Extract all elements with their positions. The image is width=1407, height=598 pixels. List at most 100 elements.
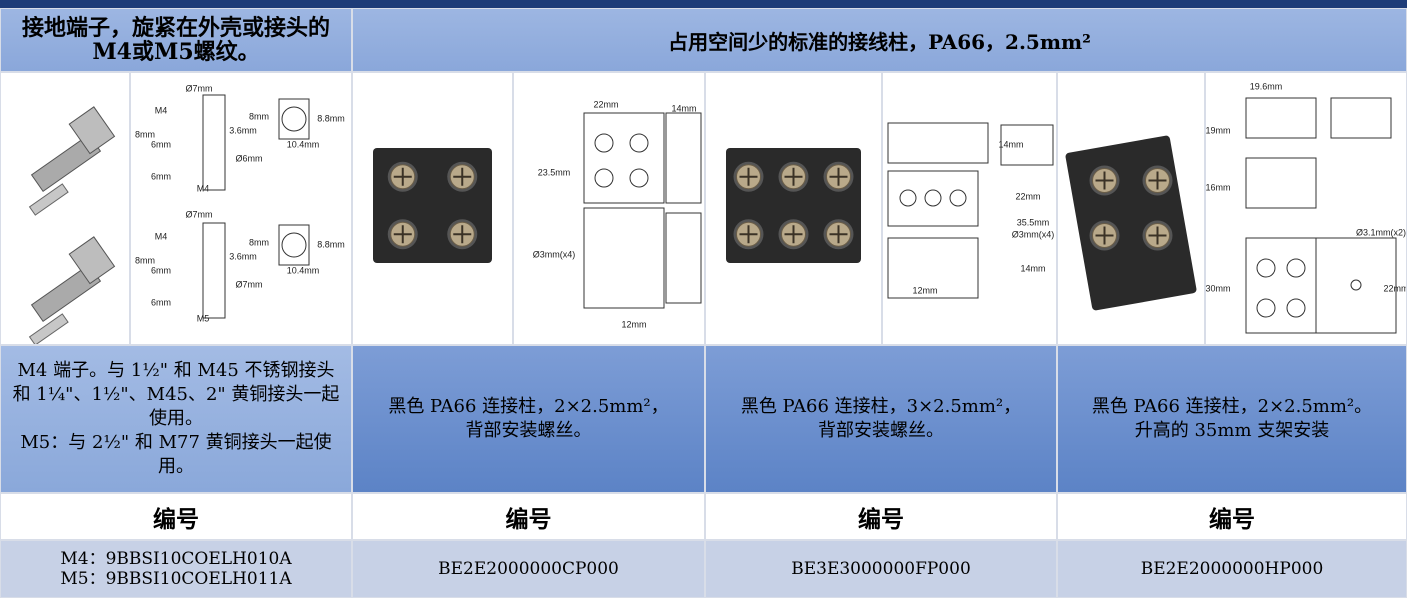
dimension-label: 35.5mm: [1017, 217, 1050, 227]
dimension-drawing: 22mm 14mm 23.5mm Ø3mm(x4) 12mm: [513, 72, 705, 345]
dimension-drawing: 14mm 22mm 35.5mm Ø3mm(x4) 14mm 12mm: [882, 72, 1057, 345]
shape: [629, 133, 649, 153]
description: 黑色 PA66 连接柱，3×2.5mm²， 背部安装螺丝。: [705, 345, 1057, 493]
shape: [887, 170, 979, 227]
shape: [1286, 298, 1306, 318]
dimension-label: 8mm: [135, 129, 155, 139]
dimension-label: 22mm: [1383, 283, 1406, 293]
shape: [68, 236, 116, 285]
shape: [887, 122, 989, 164]
dimension-label: M4: [197, 183, 210, 193]
dimension-label: M4: [155, 105, 168, 115]
header-left: 接地端子，旋紧在外壳或接头的M4或M5螺纹。: [21, 15, 330, 65]
dimension-label: 3.6mm: [229, 251, 257, 261]
dimension-label: 3.6mm: [229, 125, 257, 135]
shape: [278, 98, 310, 140]
description: 黑色 PA66 连接柱，2×2.5mm²。 升高的 35mm 支架安装: [1057, 345, 1407, 493]
dimension-label: 8.8mm: [317, 239, 345, 249]
code-heading: 编号: [505, 505, 552, 533]
dimension-label: 6mm: [151, 265, 171, 275]
part-number: BE3E3000000FP000: [791, 559, 971, 579]
dimension-label: 6mm: [151, 139, 171, 149]
shape: [629, 168, 649, 188]
code-heading: 编号: [352, 493, 705, 540]
shape: [68, 106, 116, 155]
description-text: 背部安装螺丝。: [818, 420, 944, 441]
shape: [887, 237, 979, 299]
dimension-label: 8mm: [249, 237, 269, 247]
product-photo: [352, 72, 513, 345]
dimension-label: 6mm: [151, 297, 171, 307]
drawing: 14mm 22mm 35.5mm Ø3mm(x4) 14mm 12mm: [887, 122, 1054, 299]
code-cell: M4：9BBSI10COELH010A M5：9BBSI10COELH011A: [0, 540, 352, 598]
shape: [28, 183, 69, 216]
shape: [1245, 237, 1317, 334]
code-heading: 编号: [0, 493, 352, 540]
shape: [1350, 279, 1362, 291]
dimension-label: 12mm: [912, 285, 937, 295]
description-text: 黑色 PA66 连接柱，2×2.5mm²，: [388, 396, 669, 417]
code-heading: 编号: [153, 505, 199, 533]
shape: [949, 189, 967, 207]
header-right: 占用空间少的标准的接线柱，PA66，2.5mm²: [352, 8, 1407, 72]
description-text: 黑色 PA66 连接柱，2×2.5mm²。: [1091, 396, 1373, 417]
dimension-label: Ø7mm: [186, 209, 213, 219]
dimension-label: 8mm: [249, 111, 269, 121]
shape: [373, 148, 492, 263]
shape: [1256, 258, 1276, 278]
shape: [28, 313, 69, 344]
dimension-label: Ø3.1mm(x2): [1356, 227, 1406, 237]
dimension-label: Ø7mm: [186, 83, 213, 93]
description-text: M5：与 2½" 和 M77 黄铜接头一起使用。: [20, 432, 332, 477]
header-left: 接地端子，旋紧在外壳或接头的M4或M5螺纹。: [0, 8, 352, 72]
dimension-label: 14mm: [671, 103, 696, 113]
photo: [726, 148, 861, 263]
code-cell: BE2E2000000CP000: [352, 540, 705, 598]
photo: [373, 148, 492, 263]
dimension-label: 10.4mm: [287, 139, 320, 149]
description: M4 端子。与 1½" 和 M45 不锈钢接头和 1¼"、1½"、M45、2" …: [0, 345, 352, 493]
shape: [1315, 237, 1397, 334]
dimension-label: 8.8mm: [317, 113, 345, 123]
dimension-label: Ø7mm: [236, 279, 263, 289]
dimension-label: Ø6mm: [236, 153, 263, 163]
description-text: 背部安装螺丝。: [465, 420, 592, 441]
photo: [1065, 135, 1197, 311]
shape: [594, 133, 614, 153]
shape: [278, 224, 310, 266]
dimension-label: 22mm: [593, 99, 618, 109]
shape: [281, 232, 307, 258]
code-heading: 编号: [858, 505, 904, 533]
drawing: 22mm 14mm 23.5mm Ø3mm(x4) 12mm: [533, 99, 702, 329]
shape: [583, 207, 665, 309]
code-heading: 编号: [705, 493, 1057, 540]
shape: [665, 112, 702, 204]
dimension-label: Ø3mm(x4): [533, 249, 576, 259]
drawing: 19.6mm 19mm 16mm Ø3.1mm(x2) 30mm 22mm: [1206, 81, 1406, 334]
dimension-label: 6mm: [151, 171, 171, 181]
product-photo: [1057, 72, 1205, 345]
part-number: M5：9BBSI10COELH011A: [60, 569, 292, 589]
drawing: Ø7mmM48mm3.6mm8mm6mmØ6mm6mmM48.8mm10.4mm…: [135, 83, 345, 323]
dimension-label: 22mm: [1015, 191, 1040, 201]
dimension-label: 19.6mm: [1250, 81, 1283, 91]
dimension-label: M4: [155, 231, 168, 241]
shape: [1286, 258, 1306, 278]
shape: [1245, 157, 1317, 209]
dimension-label: M5: [197, 313, 210, 323]
code-cell: BE3E3000000FP000: [705, 540, 1057, 598]
dimension-label: 8mm: [135, 255, 155, 265]
dimension-label: 23.5mm: [538, 167, 571, 177]
shape: [924, 189, 942, 207]
description-text: 黑色 PA66 连接柱，3×2.5mm²，: [740, 396, 1022, 417]
shape: [594, 168, 614, 188]
shape: [202, 94, 226, 191]
dimension-label: 14mm: [1020, 263, 1045, 273]
description-text: M4 端子。与 1½" 和 M45 不锈钢接头和 1¼"、1½"、M45、2" …: [12, 360, 340, 429]
shape: [1000, 124, 1054, 166]
shape: [281, 106, 307, 132]
part-number: BE2E2000000CP000: [438, 559, 619, 579]
product-photo: [705, 72, 882, 345]
shape: [899, 189, 917, 207]
